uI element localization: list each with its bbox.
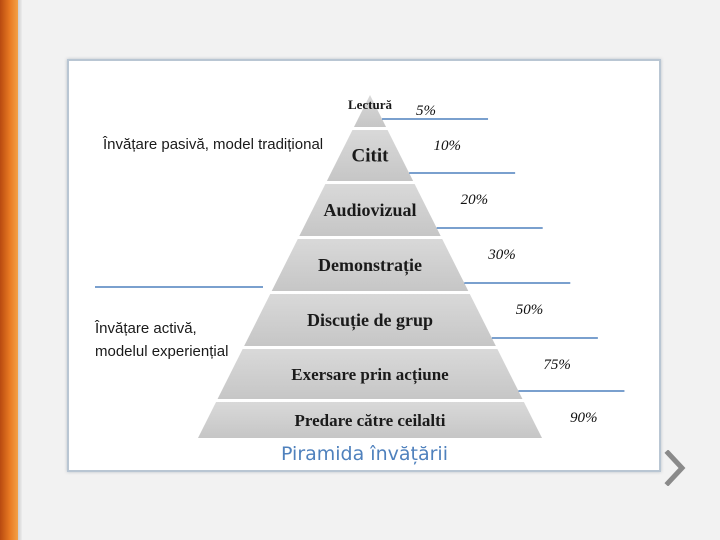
passive-learning-label: Învățare pasivă, model tradițional	[102, 136, 323, 153]
pyramid-tier-label: Predare către ceilalti	[294, 411, 445, 430]
pyramid-tier-label: Exersare prin acțiune	[291, 365, 449, 385]
percent-label: 50%	[516, 302, 544, 318]
pyramid-figure: Lectură Citit Audiovizual Demonstrație Discu…	[67, 59, 661, 472]
percent-label: 20%	[461, 192, 489, 208]
pyramid-tier	[326, 130, 414, 181]
chevron-right-icon[interactable]	[664, 450, 686, 486]
pyramid-caption: Piramida învățării	[281, 443, 448, 465]
pyramid-tier-label: Audiovizual	[323, 200, 416, 220]
active-learning-label-line2: modelul experiențial	[95, 343, 228, 360]
pyramid-tier	[198, 402, 542, 438]
pyramid-svg: Lectură Citit Audiovizual Demonstrație Discu…	[94, 95, 625, 438]
percent-label: 5%	[416, 103, 436, 119]
percent-label: 30%	[487, 247, 516, 263]
pyramid-tier-label: Lectură	[348, 97, 393, 112]
pyramid-tier-label: Discuție de grup	[307, 310, 433, 331]
accent-bar	[0, 0, 22, 540]
pyramid-tier	[299, 184, 441, 236]
active-learning-label-line1: Învățare activă,	[94, 320, 197, 337]
pyramid-tier	[244, 294, 496, 346]
percent-label: 75%	[543, 357, 571, 373]
pyramid-tier-label: Citit	[352, 146, 390, 167]
percent-label: 10%	[434, 138, 462, 154]
percent-label: 90%	[570, 410, 598, 426]
pyramid-tier	[271, 239, 469, 291]
pyramid-tier	[217, 349, 523, 399]
pyramid-tier	[353, 95, 387, 127]
pyramid-tier-label: Demonstrație	[318, 255, 422, 276]
